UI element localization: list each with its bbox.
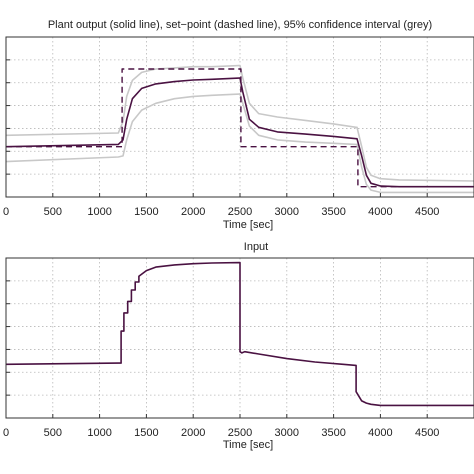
x-tick-label: 3000 xyxy=(275,206,299,218)
x-tick-label: 1000 xyxy=(87,206,111,218)
series-upper-bound-line xyxy=(5,64,474,182)
x-tick-label: 1500 xyxy=(134,206,158,218)
x-tick-label: 1000 xyxy=(87,427,111,439)
x-tick-label: 3500 xyxy=(321,427,345,439)
series-solid-line xyxy=(5,77,474,188)
x-tick-label: 3000 xyxy=(275,427,299,439)
x-tick-label: 4000 xyxy=(368,206,392,218)
x-tick-label: 0 xyxy=(3,206,9,218)
series-solid-line xyxy=(5,261,474,407)
series-lower-bound-line xyxy=(5,93,474,194)
grid xyxy=(6,37,474,197)
x-tick-label: 4000 xyxy=(368,427,392,439)
x-tick-label: 500 xyxy=(44,206,62,218)
x-tick-labels: 0 500 1000 1500 2000 2500 3000 3500 4000 4500 xyxy=(3,193,439,218)
x-axis-label: Time [sec] xyxy=(223,439,273,451)
panel-input: Input 0 500 1000 1500 2000 2500 3000 3500 4000 45… xyxy=(3,241,474,451)
x-tick-label: 2500 xyxy=(228,206,252,218)
series-group xyxy=(5,261,474,407)
panel-plant-output: Plant output (solid line), set−point (da… xyxy=(3,19,474,231)
series-group xyxy=(5,64,474,194)
x-tick-label: 1500 xyxy=(134,427,158,439)
x-tick-label: 0 xyxy=(3,427,9,439)
x-tick-label: 2000 xyxy=(181,206,205,218)
x-tick-label: 500 xyxy=(44,427,62,439)
x-tick-labels: 0 500 1000 1500 2000 2500 3000 3500 4000 4500 xyxy=(3,414,439,439)
chart-title: Plant output (solid line), set−point (da… xyxy=(48,19,432,31)
x-axis-label: Time [sec] xyxy=(223,219,273,231)
x-tick-label: 4500 xyxy=(415,427,439,439)
series-setpoint-line xyxy=(6,68,474,188)
x-tick-label: 2000 xyxy=(181,427,205,439)
x-tick-label: 3500 xyxy=(321,206,345,218)
x-tick-label: 4500 xyxy=(415,206,439,218)
chart-title: Input xyxy=(244,241,268,253)
x-tick-label: 2500 xyxy=(228,427,252,439)
